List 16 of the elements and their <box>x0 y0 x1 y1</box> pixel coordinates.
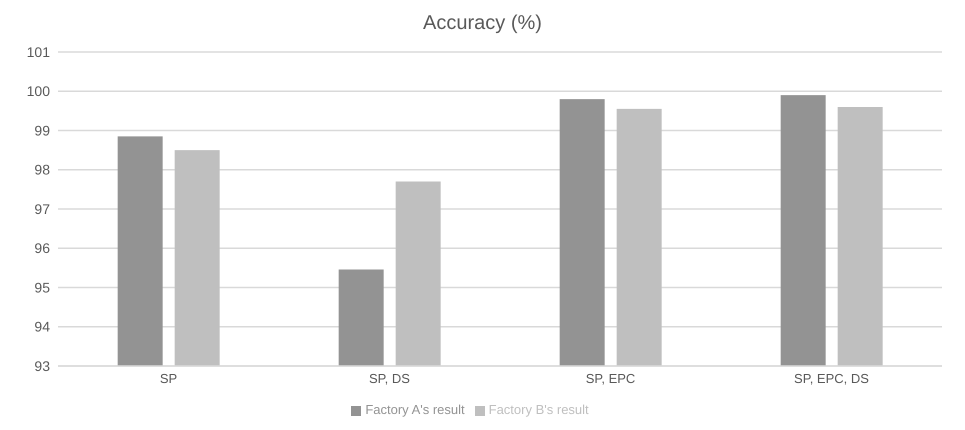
x-tick-label: SP <box>160 371 178 386</box>
legend-label: Factory A's result <box>365 402 465 417</box>
y-tick-label: 101 <box>26 44 50 60</box>
y-tick-label: 95 <box>34 279 50 296</box>
y-tick-label: 98 <box>34 162 50 178</box>
chart-title: Accuracy (%) <box>422 11 543 36</box>
y-tick-label: 94 <box>34 318 50 335</box>
x-tick-label: SP, EPC <box>586 371 636 386</box>
legend-label: Factory B's result <box>488 402 589 417</box>
y-tick-label: 97 <box>34 200 50 217</box>
y-tick-label: 93 <box>34 358 50 374</box>
y-tick-label: 99 <box>34 122 50 138</box>
x-tick-label: SP, DS <box>369 371 410 386</box>
x-tick-label: SP, EPC, DS <box>794 371 870 386</box>
y-tick-label: 100 <box>26 83 50 100</box>
y-tick-label: 96 <box>34 240 50 256</box>
